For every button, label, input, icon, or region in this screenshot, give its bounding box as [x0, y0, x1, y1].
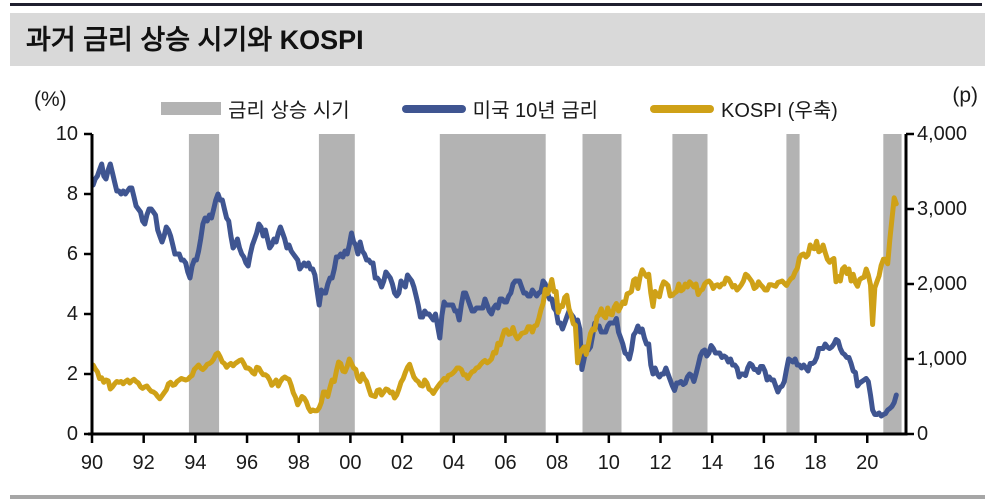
x-axis-tick-label: 90	[80, 452, 104, 474]
legend-label: KOSPI (우축)	[721, 100, 838, 122]
us-10y-yield-line	[90, 161, 899, 419]
left-axis-tick-label: 4	[66, 303, 78, 325]
left-axis-tick-label: 0	[66, 423, 78, 445]
x-axis-tick-label: 14	[701, 452, 724, 474]
x-axis-tick-label: 02	[390, 452, 414, 474]
gray-band-swatch-icon	[161, 102, 222, 115]
x-axis-tick-label: 04	[442, 452, 465, 474]
left-axis-tick-label: 6	[66, 243, 78, 265]
x-axis-tick-label: 08	[546, 452, 569, 474]
right-axis-unit-label: (p)	[952, 84, 978, 107]
x-axis-tick-label: 94	[184, 452, 207, 474]
x-axis-tick-label: 20	[856, 452, 879, 474]
x-axis-tick-label: 06	[494, 452, 517, 474]
right-axis-tick-label: 4,000	[917, 123, 968, 145]
rate-rise-band	[582, 134, 622, 433]
left-axis-tick-label: 2	[66, 363, 78, 385]
rate-rise-band	[318, 134, 355, 433]
blue-line-swatch-icon	[401, 104, 466, 113]
left-axis-tick-label: 10	[55, 123, 78, 145]
title-bar: 과거 금리 상승 시기와 KOSPI	[10, 13, 985, 66]
gold-line-swatch-icon	[650, 104, 715, 113]
left-axis-tick-label: 8	[66, 183, 78, 205]
rate-rise-band	[439, 134, 546, 433]
x-axis-tick-label: 12	[649, 452, 672, 474]
x-axis-tick-label: 96	[235, 452, 259, 474]
right-axis-tick-label: 1,000	[917, 348, 968, 370]
top-rule	[10, 3, 982, 6]
legend-item-rate-hike-period: 금리 상승 시기	[161, 94, 350, 123]
x-axis-tick-label: 18	[804, 452, 827, 474]
kospi-line	[90, 195, 899, 414]
x-axis-tick-label: 16	[752, 452, 775, 474]
rate-rise-band	[188, 134, 220, 433]
legend-item-us-10y: 미국 10년 금리	[401, 94, 599, 123]
chart-title: 과거 금리 상승 시기와 KOSPI	[26, 25, 364, 55]
x-axis-tick-label: 98	[287, 452, 310, 474]
x-axis-tick-label: 92	[132, 452, 155, 474]
right-axis-tick-label: 3,000	[917, 198, 968, 220]
right-axis-tick-label: 2,000	[917, 273, 968, 295]
bottom-rule	[10, 495, 985, 499]
x-axis-tick-label: 10	[597, 452, 620, 474]
rate-rise-band	[883, 134, 902, 433]
x-axis-tick-label: 00	[339, 452, 362, 474]
right-axis-tick-label: 0	[917, 423, 929, 445]
left-axis-unit-label: (%)	[34, 88, 67, 111]
legend-label: 미국 10년 금리	[472, 100, 599, 122]
legend-item-kospi: KOSPI (우축)	[650, 94, 838, 123]
legend-label: 금리 상승 시기	[228, 100, 350, 122]
chart-legend: 금리 상승 시기 미국 10년 금리 KOSPI (우축)	[92, 94, 907, 123]
